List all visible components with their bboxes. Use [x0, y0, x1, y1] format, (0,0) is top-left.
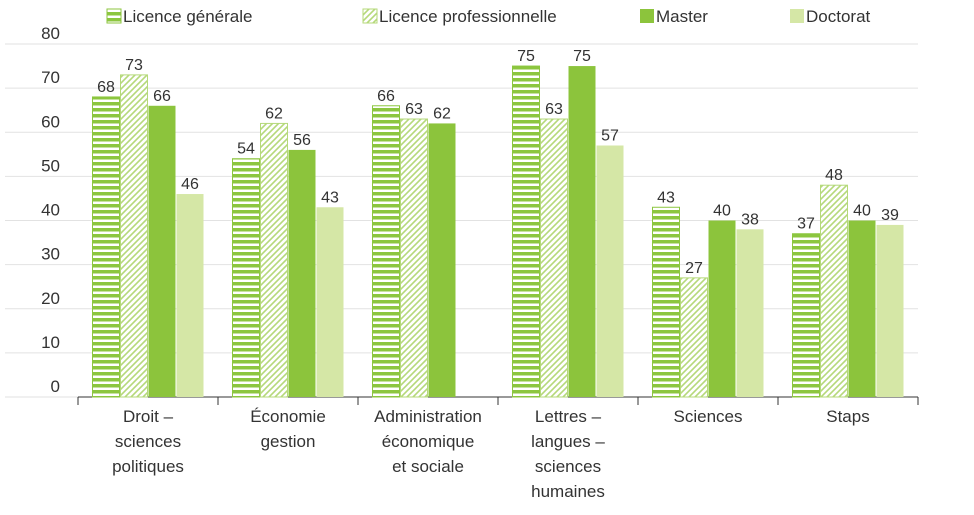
legend-label: Licence professionnelle — [379, 7, 557, 26]
data-label: 66 — [153, 88, 171, 105]
data-label: 62 — [433, 105, 451, 122]
bar — [680, 277, 708, 398]
data-label: 75 — [517, 48, 535, 65]
y-tick-label: 40 — [41, 201, 60, 220]
bar — [148, 105, 176, 398]
data-label: 48 — [825, 167, 843, 184]
data-label: 56 — [293, 132, 311, 149]
data-label: 75 — [573, 48, 591, 65]
legend-swatch — [106, 8, 122, 24]
bar — [400, 118, 428, 398]
data-label: 40 — [713, 203, 731, 220]
bar — [92, 96, 120, 398]
bar — [540, 118, 568, 398]
data-label: 43 — [321, 189, 339, 206]
legend-swatch — [640, 9, 654, 23]
y-tick-label: 20 — [41, 289, 60, 308]
x-tick-label: Staps — [826, 407, 870, 426]
bar — [288, 149, 316, 397]
data-label: 43 — [657, 189, 675, 206]
data-label: 66 — [377, 88, 395, 105]
y-tick-label: 80 — [41, 24, 60, 43]
data-label: 38 — [741, 211, 759, 228]
data-label: 68 — [97, 79, 115, 96]
bar — [120, 74, 148, 398]
x-tick-label: Droit – sciences politiques — [112, 407, 184, 476]
y-tick-label: 50 — [41, 156, 60, 175]
data-label: 40 — [853, 203, 871, 220]
data-label: 37 — [797, 216, 815, 233]
bar — [820, 184, 848, 398]
data-label: 57 — [601, 127, 619, 144]
bar — [596, 145, 624, 397]
y-tick-label: 0 — [51, 377, 60, 396]
y-tick-label: 10 — [41, 333, 60, 352]
bar — [316, 207, 344, 397]
bar — [176, 194, 204, 397]
y-tick-label: 30 — [41, 245, 60, 264]
data-label: 54 — [237, 141, 255, 158]
x-tick-label: Administration économique et sociale — [374, 407, 482, 476]
bar — [260, 122, 288, 398]
bar — [876, 224, 904, 397]
legend-swatch — [362, 8, 378, 24]
data-label: 27 — [685, 260, 703, 277]
x-tick-label: Économie gestion — [250, 407, 326, 451]
data-label: 63 — [405, 101, 423, 118]
legend-label: Licence générale — [123, 7, 252, 26]
legend-label: Master — [656, 7, 708, 26]
legend-label: Doctorat — [806, 7, 871, 26]
data-label: 62 — [265, 105, 283, 122]
bar — [232, 158, 260, 398]
data-label: 46 — [181, 176, 199, 193]
bar — [372, 105, 400, 398]
bar — [708, 220, 736, 397]
bar — [568, 66, 596, 397]
legend-swatch — [790, 9, 804, 23]
bar — [652, 206, 680, 398]
bar — [512, 65, 540, 398]
data-label: 63 — [545, 101, 563, 118]
bar — [736, 229, 764, 397]
x-tick-label: Sciences — [673, 407, 743, 426]
bar — [428, 123, 456, 398]
y-tick-label: 70 — [41, 68, 60, 87]
bar — [792, 233, 820, 398]
y-tick-label: 60 — [41, 112, 60, 131]
x-tick-label: Lettres – langues – sciences humaines — [531, 407, 605, 501]
data-label: 73 — [125, 57, 143, 74]
data-label: 39 — [881, 207, 899, 224]
bar — [848, 220, 876, 397]
